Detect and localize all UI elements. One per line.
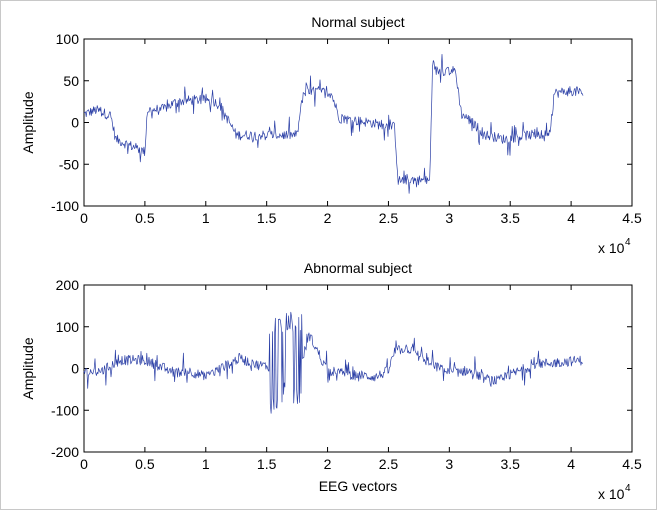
x-tick-label: 1.5 (257, 210, 277, 226)
x-tick-label: 1 (202, 210, 210, 226)
x-tick-label: 0 (80, 456, 88, 472)
x-tick-label: 2 (324, 456, 332, 472)
y-tick-label: -100 (51, 198, 79, 214)
y-tick-label: -200 (51, 444, 79, 460)
chart-panel-1: Normal subject 0 0.5 1 1.5 2 2.5 3 3.5 4 4.5 -100 -5… (20, 14, 642, 256)
x-tick-label: 4 (567, 210, 575, 226)
x-tick-label: 4.5 (622, 456, 642, 472)
x-tick-label: 2.5 (379, 456, 399, 472)
y-tick-label: -50 (59, 156, 79, 172)
x-tick-label: 1 (202, 456, 210, 472)
x-tick-label: 0 (80, 210, 88, 226)
y-tick-label: 0 (71, 361, 79, 377)
y-axis-label: Amplitude (20, 91, 36, 153)
x-tick-label: 3 (445, 456, 453, 472)
x-tick-label: 1.5 (257, 456, 277, 472)
y-axis-label: Amplitude (20, 337, 36, 399)
x-multiplier-base: x 10 (598, 486, 625, 502)
x-multiplier-exponent: 4 (625, 483, 631, 494)
x-multiplier-base: x 10 (598, 240, 625, 256)
y-tick-label: 100 (56, 319, 80, 335)
x-tick-label: 0.5 (135, 210, 155, 226)
x-multiplier-exponent: 4 (625, 237, 631, 248)
y-tick-label: 200 (56, 277, 80, 293)
chart-title: Normal subject (311, 14, 404, 30)
y-tick-label: 100 (56, 31, 80, 47)
x-tick-label: 0.5 (135, 456, 155, 472)
chart-panel-2: Abnormal subject 0 0.5 1 1.5 2 2.5 3 3.5 4 4.5 -200… (20, 260, 642, 502)
x-tick-label: 4 (567, 456, 575, 472)
plot-area (84, 285, 632, 452)
x-tick-label: 3.5 (500, 210, 520, 226)
chart-title: Abnormal subject (304, 260, 412, 276)
y-tick-label: 50 (63, 73, 79, 89)
y-tick-label: -100 (51, 402, 79, 418)
y-tick-label: 0 (71, 115, 79, 131)
x-tick-label: 2 (324, 210, 332, 226)
x-tick-label: 3.5 (500, 456, 520, 472)
x-tick-label: 2.5 (379, 210, 399, 226)
x-tick-label: 4.5 (622, 210, 642, 226)
x-tick-label: 3 (445, 210, 453, 226)
x-axis-label: EEG vectors (319, 478, 398, 494)
